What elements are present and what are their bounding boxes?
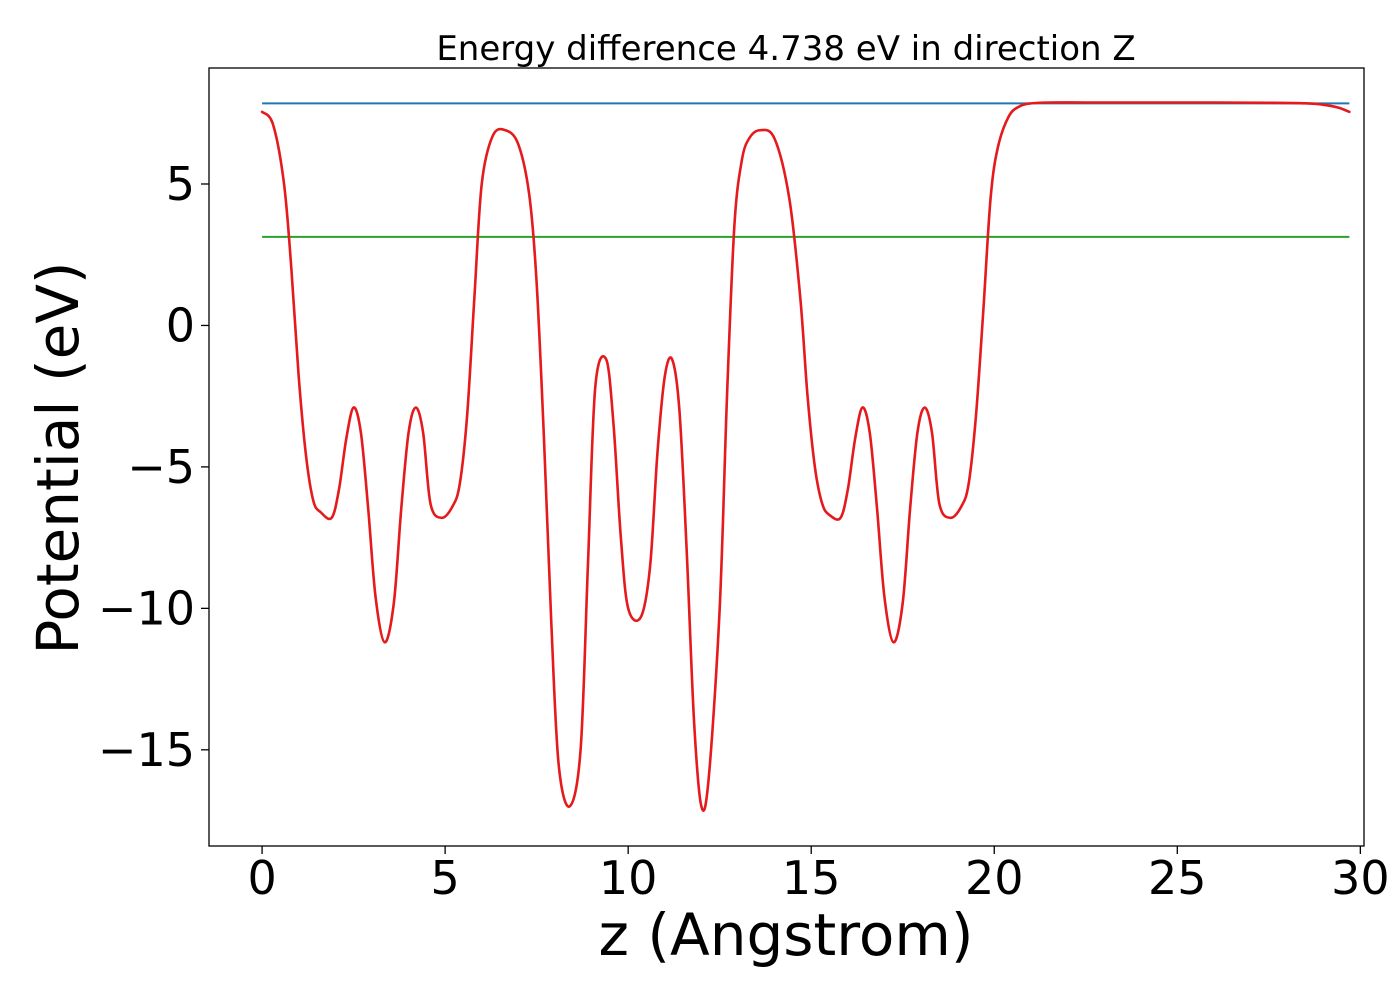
x-tick-label: 30 xyxy=(1331,851,1390,905)
x-tick-label: 0 xyxy=(247,851,276,905)
chart-title: Energy difference 4.738 eV in direction … xyxy=(436,29,1135,69)
y-axis-label: Potential (eV) xyxy=(24,261,92,654)
y-tick-label: 0 xyxy=(166,298,195,352)
y-tick-label: 5 xyxy=(166,157,195,211)
plot-frame xyxy=(208,67,1365,847)
x-tick-label: 20 xyxy=(965,851,1024,905)
x-tick-label: 10 xyxy=(599,851,658,905)
x-axis-label: z (Angstrom) xyxy=(599,901,974,969)
plot-area xyxy=(260,101,1351,812)
potential-curve xyxy=(260,101,1351,812)
y-tick-label: −15 xyxy=(98,723,195,777)
x-tick-label: 25 xyxy=(1148,851,1207,905)
y-tick-label: −5 xyxy=(127,440,195,494)
x-tick-label: 5 xyxy=(430,851,459,905)
axes: 0 5 10 15 20 25 30 5 0 −5 −10 −15 xyxy=(98,67,1390,905)
y-tick-label: −10 xyxy=(98,581,195,635)
x-tick-label: 15 xyxy=(782,851,841,905)
